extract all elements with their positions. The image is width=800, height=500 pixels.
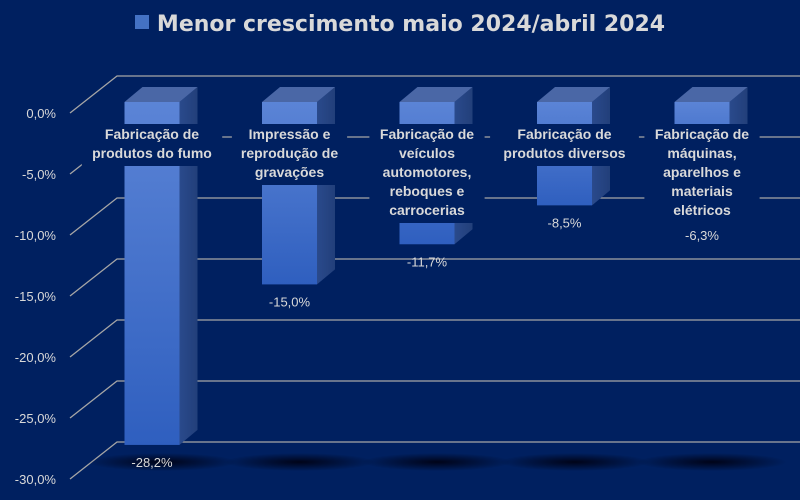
bar-side — [317, 87, 335, 285]
floor-shadow — [87, 453, 237, 471]
chart-legend: Menor crescimento maio 2024/abril 2024 — [0, 12, 800, 37]
category-label-line: máquinas, — [667, 145, 736, 161]
category-label-bg — [81, 124, 223, 166]
category-label: Fabricação de máquinas, aparelhos e materia… — [644, 124, 760, 223]
bar-top — [674, 87, 748, 102]
category-label-bg — [644, 124, 760, 223]
chart-title: Menor crescimento maio 2024/abril 2024 — [156, 12, 666, 37]
category-label-line: Fabricação de — [380, 126, 474, 142]
legend-swatch — [134, 15, 149, 29]
category-label-line: reboques e — [390, 183, 465, 199]
data-label: -11,7% — [407, 254, 448, 269]
category-label-line: Fabricação de — [517, 126, 611, 142]
category-label-line: reprodução de — [241, 145, 338, 161]
category-label-line: veículos — [399, 145, 455, 161]
category-label-line: Impressão e — [249, 126, 331, 142]
category-label-line: produtos diversos — [503, 145, 625, 161]
gridline — [69, 319, 800, 358]
category-label-bg — [231, 124, 348, 185]
floor-shadow — [499, 453, 650, 471]
y-tick-label: -5,0% — [22, 167, 56, 182]
floor-shadow — [224, 453, 375, 471]
data-label: -28,2% — [131, 455, 173, 470]
floor-shadow — [362, 453, 512, 471]
bar-top — [124, 87, 198, 102]
gridline — [69, 380, 800, 419]
category-label: Impressão e reprodução de gravações — [231, 124, 348, 185]
y-tick-label: -10,0% — [15, 228, 57, 243]
data-label: -6,3% — [685, 228, 719, 243]
y-tick-label: -25,0% — [15, 411, 57, 426]
category-label-line: produtos do fumo — [92, 145, 212, 161]
y-tick-label: -30,0% — [15, 472, 57, 487]
category-label: Fabricação de produtos diversos — [490, 124, 639, 166]
data-label: -15,0% — [269, 294, 311, 309]
category-label-line: elétricos — [673, 202, 731, 218]
floor-shadow — [637, 453, 787, 471]
gridline — [69, 441, 800, 480]
category-label-line: Fabricação de — [655, 126, 749, 142]
gridline — [69, 75, 800, 114]
bar-top — [399, 87, 473, 102]
bar-side — [179, 87, 198, 445]
category-label-line: aparelhos e — [663, 164, 741, 180]
category-label-line: materiais — [671, 183, 733, 199]
category-label-line: automotores, — [383, 164, 472, 180]
category-label-bg — [369, 124, 485, 223]
category-label: Fabricação de veículos automotores, reboque… — [369, 124, 485, 223]
category-label-line: carrocerias — [389, 202, 465, 218]
category-label-line: gravações — [255, 164, 324, 180]
y-tick-label: -20,0% — [15, 350, 57, 365]
category-label-line: Fabricação de — [105, 126, 199, 142]
category-label: Fabricação de produtos do fumo — [81, 124, 223, 166]
bar-top — [262, 87, 335, 102]
y-tick-label: -15,0% — [15, 289, 57, 304]
y-tick-label: 0,0% — [26, 106, 56, 121]
category-label-bg — [490, 124, 639, 166]
data-label: -8,5% — [548, 215, 582, 230]
gridline — [69, 258, 800, 297]
bar-top — [537, 87, 610, 102]
